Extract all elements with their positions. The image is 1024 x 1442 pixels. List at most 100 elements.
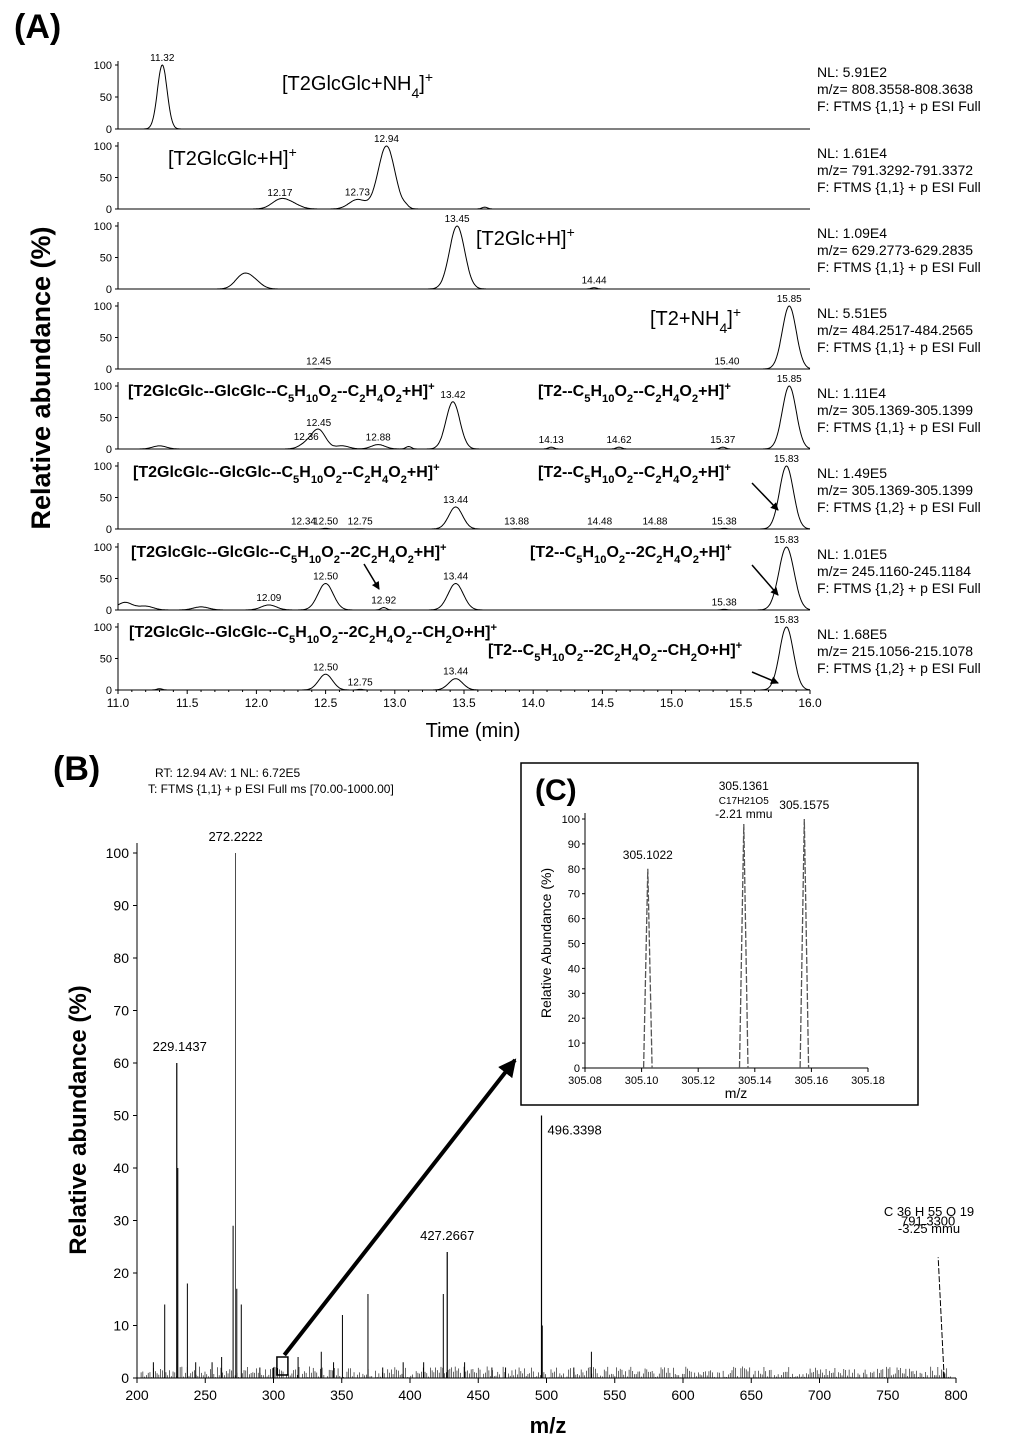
ion-label: [T2Glc+H]+ (476, 224, 575, 250)
spectrum-peak-label: 229.1437 (153, 1039, 207, 1054)
peak-retention-time-label: 13.88 (504, 517, 529, 528)
peak-retention-time-label: 14.13 (539, 435, 564, 446)
formula-791: C 36 H 55 O 19 (884, 1204, 974, 1219)
inset-x-tick-label: 305.18 (851, 1075, 885, 1087)
spectrum-y-tick-label: 20 (113, 1265, 129, 1281)
inset-y-tick-label: 60 (568, 914, 580, 926)
ion-label: [T2GlcGlc+NH4]+ (282, 69, 433, 101)
trace-y-tick-label: 50 (100, 253, 112, 265)
spectrum-peak-label: 272.2222 (208, 829, 262, 844)
trace-y-tick-label: 0 (106, 364, 112, 376)
trace-y-tick-label: 100 (94, 221, 112, 233)
time-axis-tick-label: 11.0 (107, 696, 130, 710)
trace-y-tick-label: 100 (94, 542, 112, 554)
inset-y-tick-label: 30 (568, 988, 580, 1000)
trace-mz-range: m/z= 215.1056-215.1078 (817, 643, 973, 659)
chromatogram-trace-3 (118, 225, 810, 290)
inset-peak-label: 305.1575 (779, 798, 829, 812)
spectrum-x-tick-label: 350 (330, 1387, 354, 1403)
inset-y-tick-label: 40 (568, 963, 580, 975)
trace-scan-filter: F: FTMS {1,2} + p ESI Full (817, 580, 981, 596)
annotation-arrow (751, 564, 779, 596)
trace-normalization-level: NL: 5.91E2 (817, 64, 887, 80)
inset-y-tick-label: 70 (568, 889, 580, 901)
peak-retention-time-label: 14.88 (642, 517, 667, 528)
spectrum-y-tick-label: 30 (113, 1213, 129, 1229)
spectrum-x-tick-label: 400 (398, 1387, 422, 1403)
trace-y-tick-label: 50 (100, 493, 112, 505)
spectrum-x-tick-label: 200 (125, 1387, 149, 1403)
peak-retention-time-label: 12.75 (348, 677, 373, 688)
inset-x-tick-label: 305.12 (681, 1075, 715, 1087)
inset-y-tick-label: 80 (568, 864, 580, 876)
spectrum-y-tick-label: 40 (113, 1160, 129, 1176)
time-axis-tick-label: 12.0 (245, 696, 269, 710)
trace-y-tick-label: 0 (106, 124, 112, 136)
peak-retention-time-label: 13.44 (443, 572, 468, 583)
trace-y-tick-label: 0 (106, 685, 112, 697)
spectrum-peak-label: 427.2667 (420, 1228, 474, 1243)
peak-retention-time-label: 12.73 (345, 188, 370, 199)
chromatogram-trace-7 (117, 546, 811, 611)
peak-retention-time-label: 12.45 (306, 357, 331, 368)
peak-retention-time-label: 12.75 (348, 517, 373, 528)
spectrum-y-tick-label: 100 (106, 845, 130, 861)
annotation-arrow (751, 482, 779, 511)
peak-retention-time-label: 13.44 (443, 495, 468, 506)
inset-frame (520, 762, 919, 1106)
inset-y-axis-title: Relative Abundance (%) (538, 868, 554, 1018)
inset-x-tick-label: 305.16 (795, 1075, 829, 1087)
inset-peak (738, 823, 749, 1069)
trace-y-tick-label: 100 (94, 141, 112, 153)
trace-y-tick-label: 0 (106, 204, 112, 216)
peak-retention-time-label: 12.50 (313, 662, 338, 673)
spectrum-header-scan: T: FTMS {1,1} + p ESI Full ms [70.00-100… (148, 782, 394, 796)
trace-mz-range: m/z= 791.3292-791.3372 (817, 162, 973, 178)
peak-retention-time-label: 15.83 (774, 535, 799, 546)
trace-y-tick-label: 100 (94, 622, 112, 634)
panel-label-b: (B) (53, 750, 101, 788)
peak-retention-time-label: 13.42 (440, 390, 465, 401)
peak-retention-time-label: 15.37 (710, 435, 735, 446)
spectrum-header-rt: RT: 12.94 AV: 1 NL: 6.72E5 (155, 766, 301, 780)
trace-y-tick-label: 50 (100, 654, 112, 666)
trace-scan-filter: F: FTMS {1,1} + p ESI Full (817, 179, 981, 195)
mass-error-791: -3.25 mmu (898, 1221, 960, 1236)
time-axis-tick-label: 13.0 (383, 696, 407, 710)
spectrum-y-tick-label: 70 (113, 1003, 129, 1019)
spectrum-y-tick-label: 10 (113, 1318, 129, 1334)
spectrum-y-tick-label: 80 (113, 950, 129, 966)
chromatogram-trace-8 (118, 626, 811, 691)
trace-y-tick-label: 50 (100, 92, 112, 104)
panel-a-y-axis-title: Relative abundance (%) (26, 226, 56, 529)
trace-scan-filter: F: FTMS {1,1} + p ESI Full (817, 339, 981, 355)
inset-mass-error: -2.21 mmu (715, 807, 772, 821)
ion-label: [T2--C5H10O2--C2H4O2+H]+ (538, 381, 731, 405)
trace-y-tick-label: 100 (94, 60, 112, 72)
trace-y-tick-label: 0 (106, 605, 112, 617)
trace-normalization-level: NL: 1.11E4 (817, 385, 886, 401)
trace-mz-range: m/z= 305.1369-305.1399 (817, 402, 973, 418)
spectrum-peak-label: 791.3300 (901, 1213, 955, 1228)
zoom-box (276, 1356, 289, 1376)
spectrum-x-tick-label: 750 (876, 1387, 900, 1403)
inset-peak-label: 305.1361 (719, 779, 769, 793)
peak-retention-time-label: 13.45 (445, 214, 470, 225)
chromatogram-trace-6 (118, 465, 811, 530)
inset-y-tick-label: 20 (568, 1013, 580, 1025)
panel-label-c: (C) (535, 774, 577, 807)
trace-y-tick-label: 50 (100, 333, 112, 345)
panel-b-y-axis-title: Relative abundance (%) (65, 985, 92, 1254)
trace-scan-filter: F: FTMS {1,1} + p ESI Full (817, 98, 981, 114)
inset-y-tick-label: 10 (568, 1038, 580, 1050)
peak-retention-time-label: 12.88 (366, 433, 391, 444)
time-axis-tick-label: 13.5 (452, 696, 476, 710)
ion-label: [T2--C5H10O2--2C2H4O2--CH2O+H]+ (488, 640, 743, 664)
spectrum-y-tick-label: 60 (113, 1055, 129, 1071)
ion-label: [T2GlcGlc--GlcGlc--C5H10O2--C2H4O2+H]+ (128, 381, 435, 405)
peak-retention-time-label: 15.38 (712, 597, 737, 608)
ion-label: [T2+NH4]+ (650, 304, 741, 336)
inset-y-tick-label: 90 (568, 839, 580, 851)
trace-normalization-level: NL: 5.51E5 (817, 305, 887, 321)
time-axis-tick-label: 11.5 (176, 696, 199, 710)
